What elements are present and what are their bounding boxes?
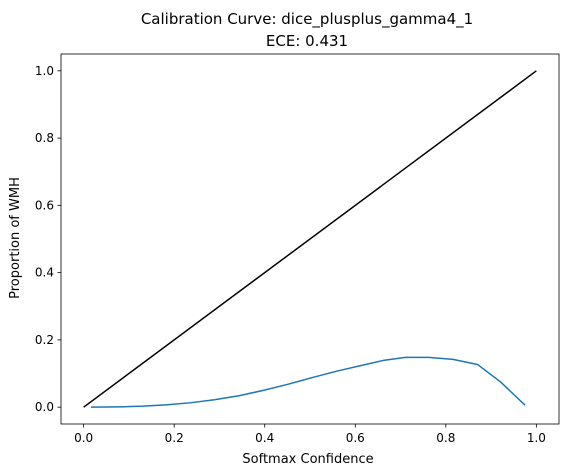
y-tick-label: 0.2 — [35, 333, 54, 347]
x-tick-label: 0.4 — [255, 431, 274, 445]
x-tick-label: 0.8 — [436, 431, 455, 445]
y-tick-label: 0.8 — [35, 131, 54, 145]
chart-title: Calibration Curve: dice_plusplus_gamma4_… — [141, 10, 473, 29]
chart-subtitle: ECE: 0.431 — [266, 32, 348, 50]
plot-frame — [60, 53, 560, 425]
x-tick-label: 0.2 — [165, 431, 184, 445]
plot-area: 0.0 0.2 0.4 0.6 0.8 1.0 0.0 0.2 0.4 0.6 0.8 1.0 — [35, 53, 560, 445]
x-tick-label: 0.0 — [74, 431, 93, 445]
x-tick-label: 0.6 — [346, 431, 365, 445]
calibration-curve-line — [90, 356, 526, 408]
y-tick-label: 0.0 — [35, 400, 54, 414]
x-axis-label: Softmax Confidence — [242, 452, 373, 467]
y-tick-label: 1.0 — [35, 64, 54, 78]
x-tick-label: 1.0 — [527, 431, 546, 445]
perfect-calibration-line — [83, 70, 537, 408]
y-axis-label: Proportion of WMH — [8, 177, 23, 299]
y-tick-label: 0.6 — [35, 198, 54, 212]
y-tick-label: 0.4 — [35, 266, 54, 280]
